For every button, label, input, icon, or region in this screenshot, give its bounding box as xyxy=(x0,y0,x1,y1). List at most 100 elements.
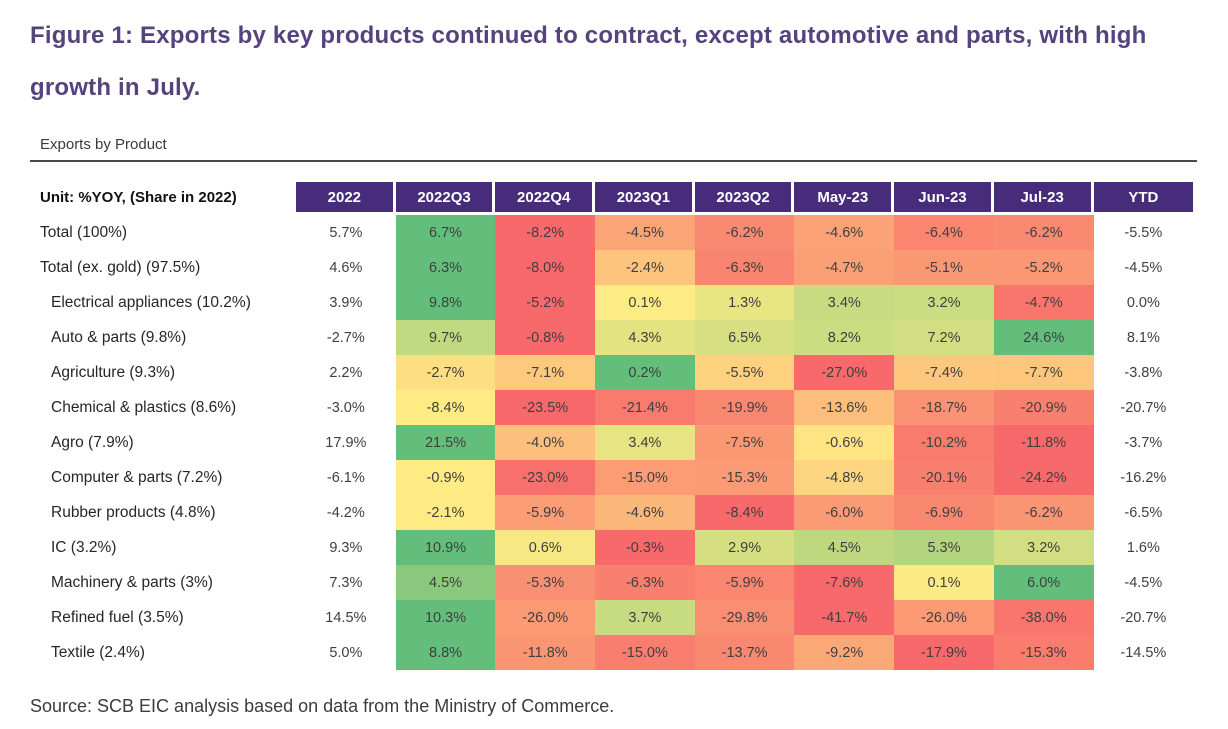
column-header-2022q3: 2022Q3 xyxy=(395,182,496,215)
exports-heatmap-table: Unit: %YOY, (Share in 2022) 2022 2022Q3 202… xyxy=(30,182,1228,670)
row-label: Total (100%) xyxy=(40,223,128,241)
heatmap-cell: -21.4% xyxy=(595,390,695,425)
row-label: IC (3.2%) xyxy=(51,538,117,556)
heatmap-cell: -15.0% xyxy=(595,460,695,495)
row-label: Auto & parts (9.8%) xyxy=(51,328,187,346)
heatmap-cell: -4.5% xyxy=(595,215,695,250)
heatmap-cell: -8.4% xyxy=(694,495,795,530)
heatmap-cell: -8.0% xyxy=(495,250,596,285)
heatmap-cell: -10.2% xyxy=(894,425,994,460)
value-cell: 9.3% xyxy=(329,539,363,556)
heatmap-cell: -20.9% xyxy=(993,390,1094,425)
figure-title: Figure 1: Exports by key products contin… xyxy=(30,22,1147,101)
value-cell: 5.7% xyxy=(329,224,363,241)
value-cell: 3.9% xyxy=(329,294,363,311)
column-header-may-23: May-23 xyxy=(794,182,895,215)
column-header-jun-23: Jun-23 xyxy=(894,182,994,215)
heatmap-cell: -19.9% xyxy=(694,390,795,425)
heatmap-cell: 4.5% xyxy=(395,565,496,600)
heatmap-cell: -6.2% xyxy=(694,215,795,250)
heatmap-cell: -15.0% xyxy=(595,635,695,670)
row-label: Chemical & plastics (8.6%) xyxy=(51,398,237,416)
heatmap-cell: -17.9% xyxy=(894,635,994,670)
heatmap-cell: -5.9% xyxy=(694,565,795,600)
heatmap-cell: -2.7% xyxy=(395,355,496,390)
heatmap-cell: -7.6% xyxy=(794,565,895,600)
heatmap-cell: -15.3% xyxy=(993,635,1094,670)
heatmap-cell: 6.7% xyxy=(395,215,496,250)
heatmap-cell: 1.3% xyxy=(694,285,795,320)
heatmap-cell: -8.4% xyxy=(395,390,496,425)
value-cell: -16.2% xyxy=(1120,469,1167,486)
value-cell: -6.5% xyxy=(1124,504,1163,521)
heatmap-cell: -4.0% xyxy=(495,425,596,460)
value-cell: -14.5% xyxy=(1120,644,1167,661)
value-cell: 4.6% xyxy=(329,259,363,276)
heatmap-cell: 4.3% xyxy=(595,320,695,355)
heatmap-cell: -0.9% xyxy=(395,460,496,495)
heatmap-cell: -4.7% xyxy=(993,285,1094,320)
heatmap-cell: 10.9% xyxy=(395,530,496,565)
heatmap-cell: -4.6% xyxy=(595,495,695,530)
heatmap-cell: -0.6% xyxy=(794,425,895,460)
value-cell: -3.8% xyxy=(1124,364,1163,381)
heatmap-cell: -4.6% xyxy=(794,215,895,250)
divider-line xyxy=(30,160,1197,162)
heatmap-cell: 3.7% xyxy=(595,600,695,635)
heatmap-cell: -41.7% xyxy=(794,600,895,635)
heatmap-cell: -13.7% xyxy=(694,635,795,670)
heatmap-cell: 6.0% xyxy=(993,565,1094,600)
heatmap-cell: 7.2% xyxy=(894,320,994,355)
heatmap-cell: -7.1% xyxy=(495,355,596,390)
heatmap-cell: -0.8% xyxy=(495,320,596,355)
heatmap-cell: -4.8% xyxy=(794,460,895,495)
heatmap-cell: -7.5% xyxy=(694,425,795,460)
column-header-2022q4: 2022Q4 xyxy=(495,182,596,215)
heatmap-cell: -6.4% xyxy=(894,215,994,250)
heatmap-cell: 9.7% xyxy=(395,320,496,355)
value-cell: 5.0% xyxy=(329,644,363,661)
value-cell: 8.1% xyxy=(1126,329,1160,346)
heatmap-cell: -11.8% xyxy=(495,635,596,670)
heatmap-cell: 9.8% xyxy=(395,285,496,320)
heatmap-cell: -5.9% xyxy=(495,495,596,530)
value-cell: 1.6% xyxy=(1126,539,1160,556)
heatmap-cell: 4.5% xyxy=(794,530,895,565)
value-cell: -4.5% xyxy=(1124,259,1163,276)
heatmap-cell: 0.2% xyxy=(595,355,695,390)
heatmap-cell: 2.9% xyxy=(694,530,795,565)
heatmap-cell: -9.2% xyxy=(794,635,895,670)
heatmap-cell: -6.3% xyxy=(694,250,795,285)
value-cell: 2.2% xyxy=(329,364,363,381)
row-label: Agriculture (9.3%) xyxy=(51,363,176,381)
row-label: Textile (2.4%) xyxy=(51,643,145,661)
heatmap-cell: 0.6% xyxy=(495,530,596,565)
value-cell: 14.5% xyxy=(325,609,367,626)
column-header-jul-23: Jul-23 xyxy=(993,182,1094,215)
heatmap-cell: 21.5% xyxy=(395,425,496,460)
column-header-2023q2: 2023Q2 xyxy=(694,182,795,215)
value-cell: 7.3% xyxy=(329,574,363,591)
heatmap-cell: -15.3% xyxy=(694,460,795,495)
heatmap-cell: 0.1% xyxy=(595,285,695,320)
column-header-2022: 2022 xyxy=(296,182,396,215)
value-cell: -2.7% xyxy=(326,329,365,346)
heatmap-cell: -2.1% xyxy=(395,495,496,530)
unit-label: Unit: %YOY, (Share in 2022) xyxy=(30,182,296,215)
heatmap-cell: 8.2% xyxy=(794,320,895,355)
heatmap-cell: 3.2% xyxy=(993,530,1094,565)
heatmap-cell: -4.7% xyxy=(794,250,895,285)
heatmap-cell: 6.3% xyxy=(395,250,496,285)
source-note: Source: SCB EIC analysis based on data f… xyxy=(30,696,615,716)
heatmap-cell: -26.0% xyxy=(495,600,596,635)
heatmap-cell: -18.7% xyxy=(894,390,994,425)
value-cell: -3.0% xyxy=(326,399,365,416)
value-cell: 17.9% xyxy=(325,434,367,451)
heatmap-cell: -6.2% xyxy=(993,495,1094,530)
value-cell: -6.1% xyxy=(326,469,365,486)
heatmap-cell: -23.0% xyxy=(495,460,596,495)
heatmap-cell: 10.3% xyxy=(395,600,496,635)
heatmap-cell: -27.0% xyxy=(794,355,895,390)
value-cell: -4.5% xyxy=(1124,574,1163,591)
value-cell: -5.5% xyxy=(1124,224,1163,241)
